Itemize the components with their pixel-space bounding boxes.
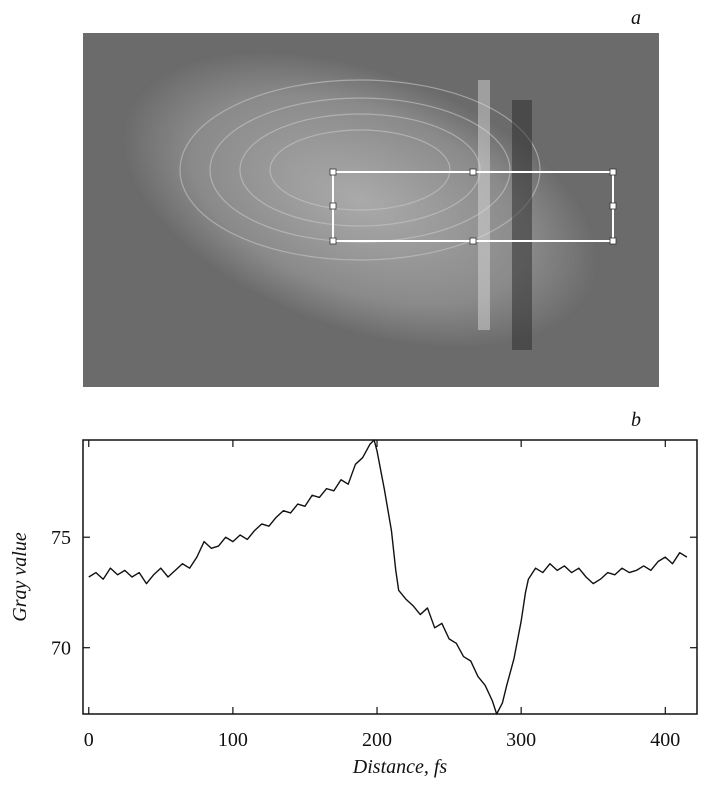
sample-region	[120, 50, 600, 350]
selection-handles	[329, 168, 617, 245]
x-axis-label: Distance, fs	[352, 756, 448, 778]
panel-label: b	[631, 409, 641, 431]
panel-label: a	[631, 7, 641, 29]
data-line	[88, 439, 688, 715]
image-panel	[83, 33, 659, 387]
fringes	[179, 79, 541, 261]
y-tick-label: 75	[51, 527, 71, 549]
x-tick-label: 300	[506, 729, 536, 751]
y-tick-label: 70	[51, 638, 71, 660]
bright-band	[478, 80, 490, 330]
y-axis-label: Gray value	[9, 532, 31, 622]
x-tick-label: 100	[218, 729, 248, 751]
x-tick-label: 200	[362, 729, 392, 751]
plot-frame	[82, 439, 698, 715]
x-tick-label: 400	[650, 729, 680, 751]
dark-band	[512, 100, 532, 350]
x-tick-label: 0	[84, 729, 94, 751]
